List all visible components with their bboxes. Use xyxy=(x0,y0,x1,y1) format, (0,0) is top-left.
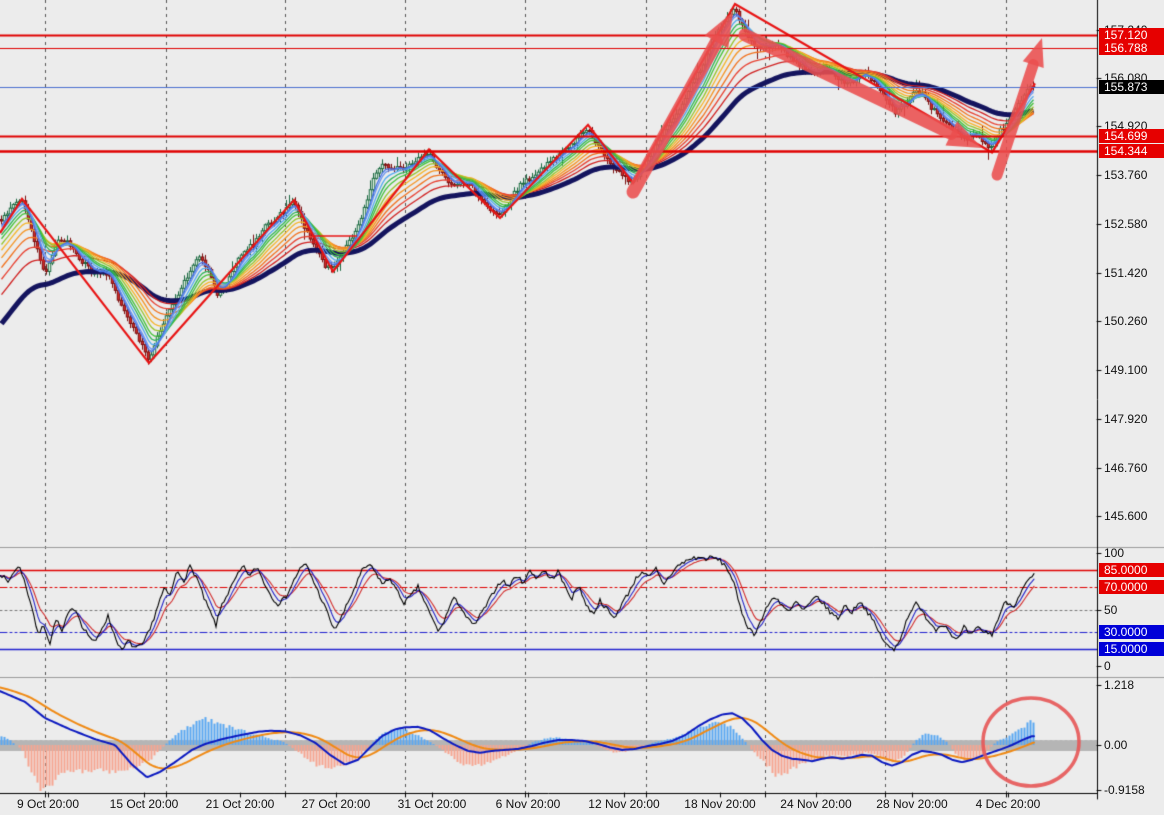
price-level-badge: 154.699 xyxy=(1099,128,1164,143)
oscillator-level-badge: 70.0000 xyxy=(1099,579,1164,594)
time-axis-label: 9 Oct 20:00 xyxy=(16,797,80,811)
time-axis-label: 18 Nov 20:00 xyxy=(684,797,756,811)
price-axis-tick: 151.420 xyxy=(1104,265,1148,280)
price-axis-tick: 146.760 xyxy=(1104,460,1148,475)
time-axis-label: 4 Dec 20:00 xyxy=(975,797,1041,811)
price-axis-tick: 150.260 xyxy=(1104,314,1148,329)
price-axis-tick: 145.600 xyxy=(1104,509,1148,524)
price-axis-tick: 153.760 xyxy=(1104,167,1148,182)
price-axis-tick: 152.580 xyxy=(1104,217,1148,232)
current-price-badge: 155.873 xyxy=(1099,79,1164,94)
time-axis-label: 24 Nov 20:00 xyxy=(780,797,852,811)
time-axis-label: 12 Nov 20:00 xyxy=(588,797,660,811)
oscillator-level-badge: 85.0000 xyxy=(1099,562,1164,577)
macd-axis-tick: -0.9158 xyxy=(1104,782,1145,797)
price-axis-tick: 147.920 xyxy=(1104,412,1148,427)
time-axis-label: 6 Nov 20:00 xyxy=(495,797,561,811)
oscillator-axis-tick: 50 xyxy=(1104,602,1118,617)
time-axis-label: 15 Oct 20:00 xyxy=(109,797,179,811)
oscillator-level-badge: 30.0000 xyxy=(1099,625,1164,640)
macd-axis-tick: 0.00 xyxy=(1104,738,1128,752)
time-axis-label: 31 Oct 20:00 xyxy=(397,797,467,811)
price-level-badge: 156.788 xyxy=(1099,41,1164,56)
time-axis-label: 28 Nov 20:00 xyxy=(876,797,948,811)
time-axis-label: 27 Oct 20:00 xyxy=(301,797,371,811)
oscillator-axis-tick: 0 xyxy=(1104,659,1111,673)
price-level-badge: 157.120 xyxy=(1099,27,1164,42)
oscillator-level-badge: 15.0000 xyxy=(1099,642,1164,657)
time-axis-label: 21 Oct 20:00 xyxy=(205,797,275,811)
price-level-badge: 154.344 xyxy=(1099,143,1164,158)
macd-axis-tick: 1.218 xyxy=(1104,678,1135,693)
price-axis-tick: 149.100 xyxy=(1104,362,1148,377)
oscillator-axis-tick: 100 xyxy=(1104,546,1125,560)
